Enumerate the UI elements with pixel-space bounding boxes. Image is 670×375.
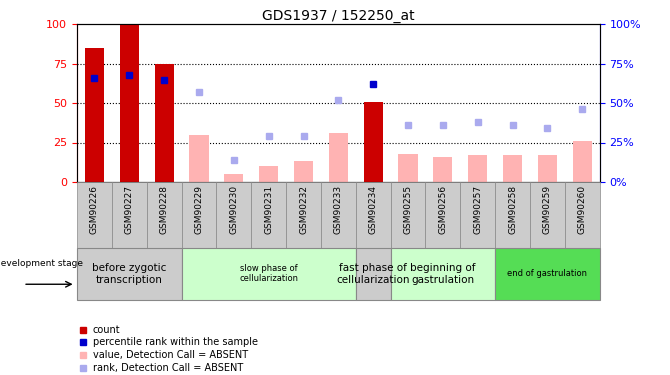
Text: GSM90233: GSM90233: [334, 185, 343, 234]
Text: percentile rank within the sample: percentile rank within the sample: [93, 338, 258, 347]
Bar: [77, 182, 112, 248]
Text: GSM90226: GSM90226: [90, 185, 99, 234]
Bar: [391, 182, 425, 248]
Bar: [77, 248, 182, 300]
Text: GSM90256: GSM90256: [438, 185, 448, 234]
Text: slow phase of
cellularization: slow phase of cellularization: [239, 264, 298, 284]
Bar: [321, 182, 356, 248]
Bar: [356, 248, 391, 300]
Bar: [399, 153, 417, 182]
Bar: [251, 182, 286, 248]
Bar: [391, 248, 495, 300]
Text: GSM90229: GSM90229: [194, 185, 204, 234]
Text: GSM90260: GSM90260: [578, 185, 587, 234]
Text: value, Detection Call = ABSENT: value, Detection Call = ABSENT: [93, 350, 248, 360]
Text: count: count: [93, 325, 121, 335]
Text: beginning of
gastrulation: beginning of gastrulation: [410, 263, 476, 285]
Text: GSM90255: GSM90255: [403, 185, 413, 234]
Bar: [530, 182, 565, 248]
Bar: [294, 161, 313, 182]
Bar: [565, 182, 600, 248]
Bar: [190, 135, 208, 182]
Bar: [259, 166, 278, 182]
Text: GSM90228: GSM90228: [159, 185, 169, 234]
Bar: [147, 182, 182, 248]
Title: GDS1937 / 152250_at: GDS1937 / 152250_at: [262, 9, 415, 23]
Bar: [538, 155, 557, 182]
Bar: [573, 141, 592, 182]
Text: GSM90232: GSM90232: [299, 185, 308, 234]
Bar: [468, 155, 487, 182]
Bar: [460, 182, 495, 248]
Bar: [182, 248, 356, 300]
Bar: [495, 248, 600, 300]
Text: GSM90258: GSM90258: [508, 185, 517, 234]
Bar: [425, 182, 460, 248]
Bar: [503, 155, 522, 182]
Bar: [495, 182, 530, 248]
Text: fast phase of
cellularization: fast phase of cellularization: [336, 263, 410, 285]
Bar: [329, 133, 348, 182]
Bar: [224, 174, 243, 182]
Bar: [85, 48, 104, 182]
Bar: [364, 102, 383, 182]
Text: GSM90231: GSM90231: [264, 185, 273, 234]
Bar: [182, 182, 216, 248]
Bar: [155, 64, 174, 182]
Bar: [433, 157, 452, 182]
Text: end of gastrulation: end of gastrulation: [507, 269, 588, 278]
Bar: [286, 182, 321, 248]
Bar: [120, 24, 139, 182]
Bar: [112, 182, 147, 248]
Text: GSM90230: GSM90230: [229, 185, 239, 234]
Text: GSM90257: GSM90257: [473, 185, 482, 234]
Text: development stage: development stage: [0, 259, 82, 268]
Text: GSM90234: GSM90234: [369, 185, 378, 234]
Bar: [216, 182, 251, 248]
Text: before zygotic
transcription: before zygotic transcription: [92, 263, 167, 285]
Text: rank, Detection Call = ABSENT: rank, Detection Call = ABSENT: [93, 363, 243, 373]
Text: GSM90227: GSM90227: [125, 185, 134, 234]
Bar: [356, 182, 391, 248]
Text: GSM90259: GSM90259: [543, 185, 552, 234]
